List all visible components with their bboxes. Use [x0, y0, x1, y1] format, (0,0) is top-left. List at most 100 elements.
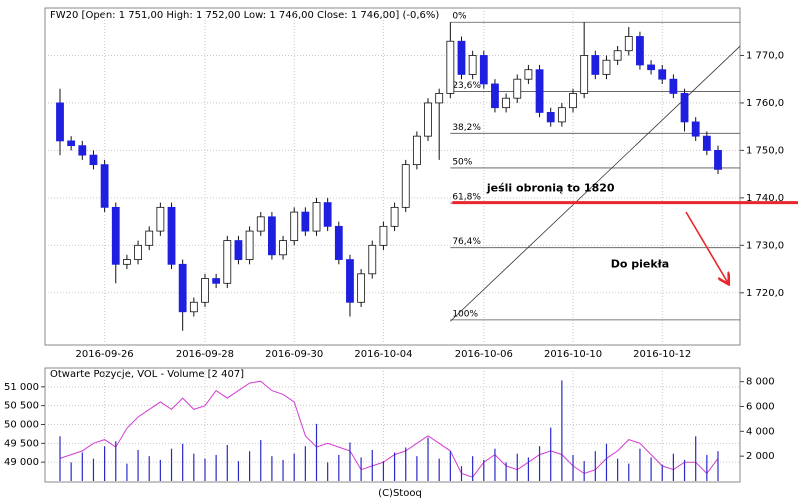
candle-body — [212, 278, 221, 284]
candle-body — [279, 240, 287, 256]
candle-body — [134, 244, 142, 260]
candle-body — [245, 230, 254, 260]
x-tick-label: 2016-10-12 — [633, 349, 691, 360]
x-tick-label: 2016-09-28 — [176, 349, 234, 360]
y-tick-label: 1 760,0 — [746, 98, 784, 109]
candle-body — [201, 278, 209, 303]
candle-body — [636, 36, 644, 66]
candle-body — [312, 202, 321, 232]
candle-body — [100, 164, 109, 208]
candle-body — [613, 50, 622, 61]
fib-label: 38,2% — [452, 123, 481, 133]
candle-body — [67, 140, 76, 147]
candle-body — [323, 202, 332, 227]
candle-body — [234, 240, 243, 260]
candle-body — [580, 55, 589, 94]
candle-body — [89, 154, 98, 166]
x-tick-label: 2016-10-04 — [354, 349, 412, 360]
candle-body — [346, 259, 354, 303]
candle-body — [524, 69, 533, 80]
fib-label: 50% — [452, 157, 472, 167]
x-tick-label: 2016-09-26 — [76, 349, 134, 360]
candle-body — [658, 69, 667, 80]
candle-body — [546, 112, 555, 123]
x-tick-label: 2016-10-06 — [455, 349, 513, 360]
candle-body — [479, 55, 488, 85]
candle-body — [702, 135, 711, 151]
candle-body — [301, 211, 310, 232]
candle-body — [446, 40, 455, 94]
y-tick-label: 49 500 — [4, 438, 39, 449]
candle-body — [491, 83, 499, 109]
candle-body — [569, 93, 577, 109]
footer: (C)Stooq — [378, 488, 422, 499]
y-tick-label: 1 750,0 — [746, 145, 784, 156]
x-tick-label: 2016-10-10 — [544, 349, 602, 360]
candle-body — [513, 78, 522, 99]
panel-title: Otwarte Pozycje, VOL - Volume [2 407] — [50, 369, 244, 380]
y2-tick-label: 4 000 — [746, 426, 775, 437]
candle-body — [368, 244, 377, 275]
y-tick-label: 50 000 — [4, 420, 39, 431]
candle-body — [401, 164, 410, 208]
fib-label: 23,6% — [452, 81, 481, 91]
candle-body — [557, 107, 566, 123]
fib-label: 0% — [452, 12, 467, 22]
candle-body — [502, 97, 511, 109]
candle-body — [468, 55, 477, 75]
candle-body — [379, 225, 388, 246]
fib-label: 76,4% — [452, 237, 481, 247]
candle-body — [357, 273, 366, 303]
candle-body — [680, 93, 689, 123]
candle-body — [223, 240, 232, 284]
candle-body — [290, 211, 299, 241]
x-tick-label: 2016-09-30 — [265, 349, 323, 360]
chart-title: FW20 [Open: 1 751,00 High: 1 752,00 Low:… — [50, 10, 439, 21]
fib-label: 61,8% — [452, 193, 481, 203]
candle-body — [691, 121, 700, 137]
arrow — [685, 211, 728, 283]
y-tick-label: 49 000 — [4, 457, 39, 468]
candle-body — [189, 301, 198, 313]
trendline — [450, 45, 741, 322]
candle-body — [256, 216, 265, 232]
candle-body — [591, 55, 600, 75]
annotation: Do piekła — [611, 257, 669, 270]
candle-body — [669, 78, 678, 94]
candle-body — [145, 230, 154, 246]
y-tick-label: 1 730,0 — [746, 240, 784, 251]
y2-tick-label: 8 000 — [746, 377, 775, 388]
y-tick-label: 1 740,0 — [746, 193, 784, 204]
candle-body — [624, 36, 633, 52]
y2-tick-label: 6 000 — [746, 401, 775, 412]
candle-body — [647, 64, 655, 71]
fib-label: 100% — [452, 309, 478, 319]
candle-body — [390, 206, 399, 227]
candle-body — [424, 102, 432, 137]
candle-body — [123, 259, 131, 265]
candle-body — [56, 102, 64, 142]
candle-body — [111, 206, 120, 265]
candle-body — [714, 149, 722, 170]
candle-body — [178, 263, 187, 313]
y-tick-label: 1 770,0 — [746, 50, 784, 61]
candle-body — [602, 59, 611, 75]
open-interest-line — [59, 380, 719, 478]
candle-body — [535, 69, 544, 113]
candle-body — [167, 206, 176, 265]
price-panel — [44, 7, 741, 346]
candle-body — [457, 40, 466, 75]
y-tick-label: 50 500 — [4, 401, 39, 412]
annotation: jeśli obronią to 1820 — [486, 181, 615, 194]
candle-body — [412, 135, 421, 166]
candle-body — [156, 206, 165, 232]
y2-tick-label: 2 000 — [746, 451, 775, 462]
candle-body — [334, 225, 343, 260]
y-tick-label: 51 000 — [4, 382, 39, 393]
candle-body — [267, 216, 276, 256]
candle-body — [78, 145, 87, 156]
y-tick-label: 1 720,0 — [746, 288, 784, 299]
candle-body — [435, 93, 444, 104]
